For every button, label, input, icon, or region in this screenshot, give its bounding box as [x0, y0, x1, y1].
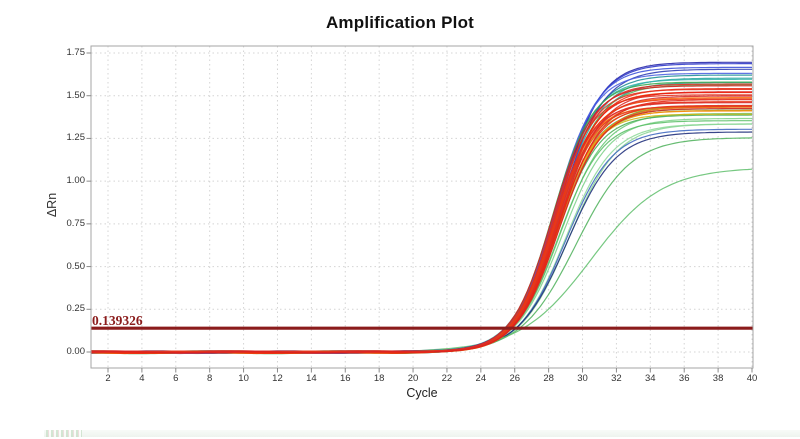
x-tick-label: 40: [746, 373, 758, 384]
x-tick-label: 20: [407, 373, 419, 384]
x-tick-label: 8: [207, 373, 213, 384]
y-tick-label: 0.00: [66, 346, 86, 357]
chart-title: Amplification Plot: [325, 13, 475, 32]
y-tick-label: 1.75: [66, 47, 86, 58]
x-tick-label: 28: [543, 373, 554, 384]
x-tick-label: 6: [173, 373, 179, 384]
y-tick-label: 0.75: [66, 217, 86, 229]
x-tick-label: 26: [509, 373, 521, 384]
x-tick-label: 12: [272, 373, 283, 384]
x-tick-label: 2: [105, 373, 111, 384]
y-tick-label: 1.25: [66, 132, 86, 144]
y-tick-label: 0.25: [66, 303, 86, 315]
x-tick-label: 4: [139, 373, 145, 384]
x-tick-label: 30: [577, 373, 588, 384]
x-axis-title: Cycle: [406, 386, 438, 400]
row-color-speckle-icon: [46, 430, 82, 437]
threshold-value-label: 0.139326: [92, 313, 143, 328]
x-tick-label: 34: [645, 373, 656, 384]
y-tick-label: 0.50: [66, 260, 86, 272]
y-tick-label: 1.00: [66, 175, 86, 187]
x-tick-label: 14: [306, 373, 317, 384]
x-tick-label: 38: [712, 373, 724, 384]
plot-border: [90, 45, 754, 369]
amplification-curve: [91, 105, 752, 353]
x-tick-label: 22: [441, 373, 453, 384]
cutoff-row-strip: [44, 430, 800, 437]
x-tick-label: 24: [475, 373, 487, 384]
x-tick-label: 32: [611, 373, 622, 384]
y-tick-label: 1.50: [66, 89, 86, 101]
x-tick-label: 18: [373, 373, 385, 384]
x-tick-label: 36: [678, 373, 690, 384]
x-tick-label: 10: [238, 373, 249, 384]
amplification-curve: [91, 108, 752, 354]
x-tick-label: 16: [339, 373, 351, 384]
